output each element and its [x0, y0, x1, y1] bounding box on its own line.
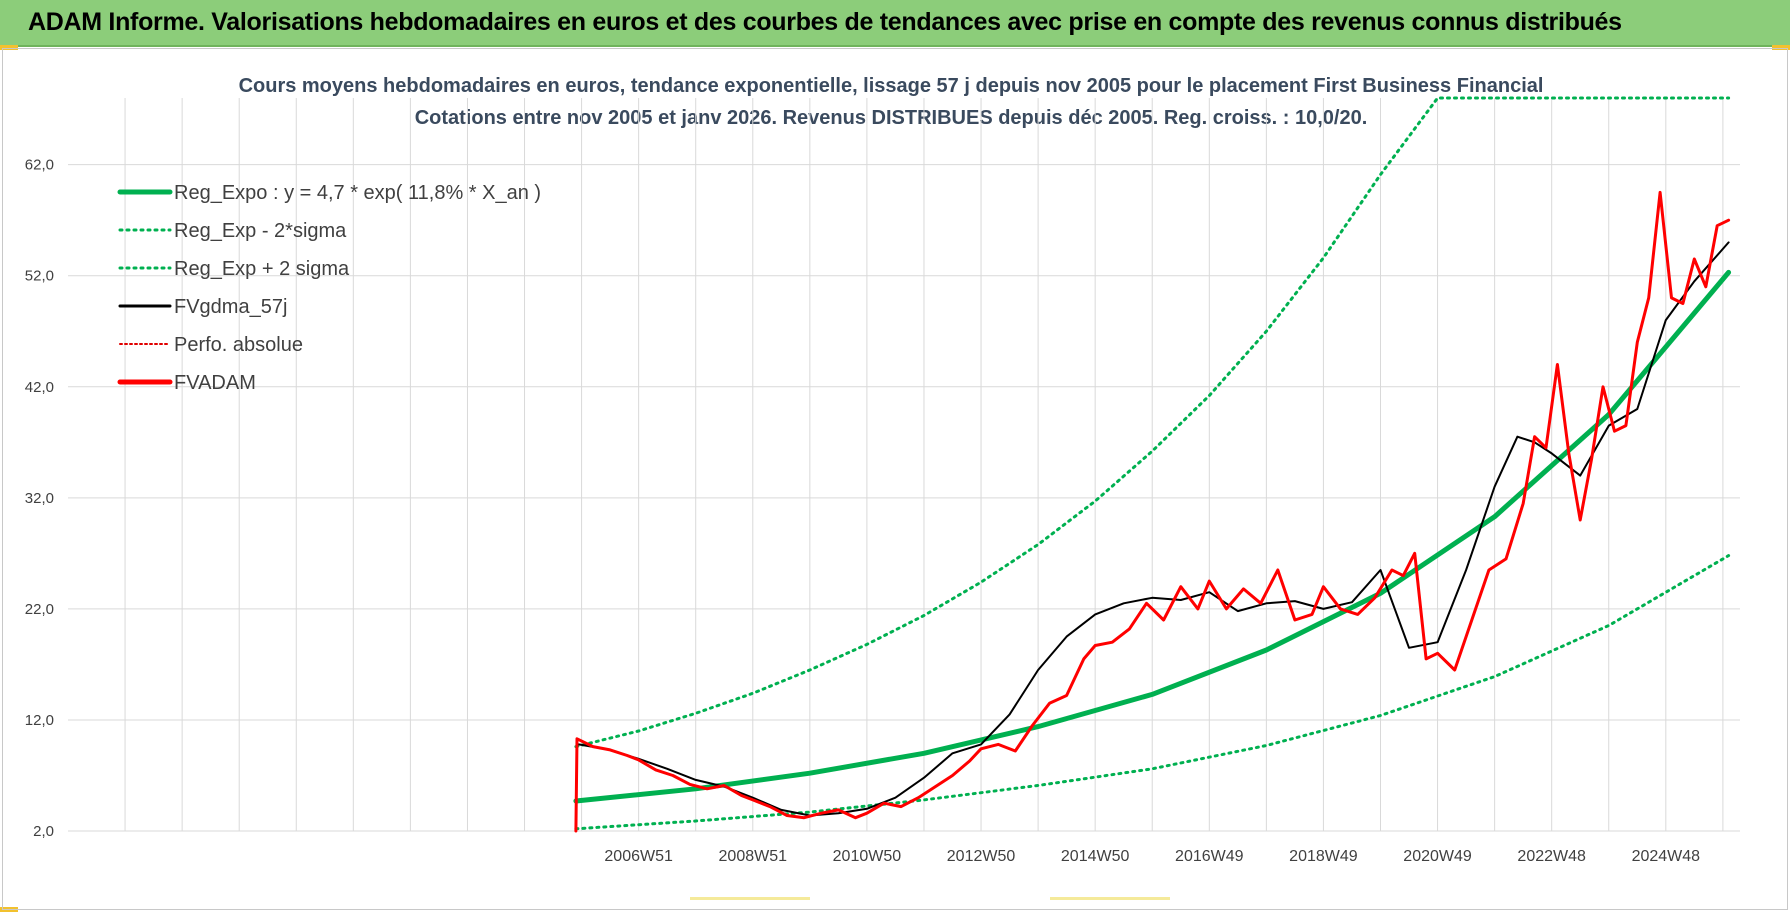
- report-banner: ADAM Informe. Valorisations hebdomadaire…: [0, 0, 1790, 47]
- grid-layer: [68, 98, 1740, 832]
- legend-perfo-absolue-label: Perfo. absolue: [174, 334, 303, 356]
- x-tick-label: 2016W49: [1175, 848, 1244, 865]
- axis-layer: 2,0 12,0 22,0 32,0 42,0 52,0 62,0 2006W51 2008W5…: [25, 157, 1700, 865]
- chart-title-line-2: Cotations entre nov 2005 et janv 2026. R…: [415, 107, 1368, 129]
- legend-reg-exp-plus-label: Reg_Exp + 2 sigma: [174, 258, 350, 280]
- x-tick-label: 2010W50: [833, 848, 902, 865]
- x-tick-label: 2006W51: [604, 848, 673, 865]
- legend-reg-exp-minus-label: Reg_Exp - 2*sigma: [174, 220, 347, 242]
- x-tick-label: 2012W50: [947, 848, 1016, 865]
- x-tick-label: 2014W50: [1061, 848, 1130, 865]
- report-title: ADAM Informe. Valorisations hebdomadaire…: [28, 8, 1622, 36]
- legend-fvgdma-label: FVgdma_57j: [174, 296, 287, 318]
- legend-fvadam-label: FVADAM: [174, 372, 256, 394]
- reg-exp-minus-2sigma-line: [574, 554, 1731, 831]
- y-tick-label: 42,0: [25, 379, 54, 396]
- reg-expo-line: [573, 269, 1732, 804]
- x-tick-label: 2018W49: [1289, 848, 1358, 865]
- x-tick-label: 2008W51: [719, 848, 788, 865]
- bottom-strip: [1050, 897, 1170, 900]
- y-tick-label: 32,0: [25, 490, 54, 507]
- reg-exp-plus-2sigma-line: [574, 96, 1731, 749]
- x-tick-label: 2022W48: [1517, 848, 1586, 865]
- legend-reg-expo-label: Reg_Expo : y = 4,7 * exp( 11,8% * X_an ): [174, 182, 541, 204]
- y-tick-label: 22,0: [25, 601, 54, 618]
- corner-marker-top-left: [0, 45, 18, 50]
- y-tick-label: 12,0: [25, 712, 54, 729]
- fvadam-line: [574, 190, 1731, 833]
- series-layer: [573, 96, 1732, 833]
- fvgdma-57j-line: [577, 241, 1730, 817]
- y-tick-label: 2,0: [33, 823, 54, 840]
- x-tick-label: 2020W49: [1403, 848, 1472, 865]
- chart-frame: [2, 48, 1788, 910]
- x-tick-label: 2024W48: [1632, 848, 1701, 865]
- chart-title-line-1: Cours moyens hebdomadaires en euros, ten…: [239, 75, 1544, 97]
- corner-marker-top-right: [1772, 45, 1790, 50]
- y-tick-label: 52,0: [25, 268, 54, 285]
- y-tick-label: 62,0: [25, 157, 54, 174]
- legend: Reg_Expo : y = 4,7 * exp( 11,8% * X_an )…: [117, 182, 541, 394]
- bottom-strip: [690, 897, 810, 900]
